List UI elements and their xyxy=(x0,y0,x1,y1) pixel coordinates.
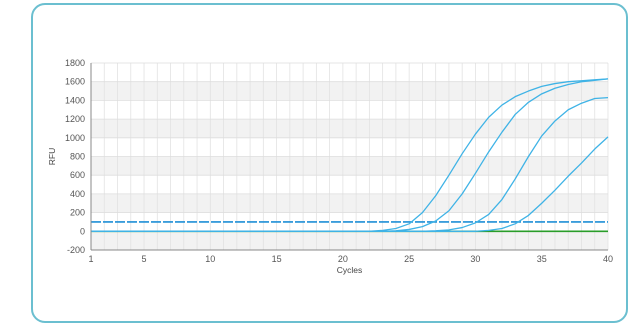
x-tick-label: 40 xyxy=(603,254,613,264)
y-tick-label: 600 xyxy=(70,170,85,180)
series-layer xyxy=(91,78,609,233)
y-tick-label: 1400 xyxy=(65,95,85,105)
y-tick-label: 1000 xyxy=(65,133,85,143)
x-tick-label: 10 xyxy=(205,254,215,264)
grid-band xyxy=(91,81,608,101)
series-line-4 xyxy=(91,136,609,232)
y-tick-label: 0 xyxy=(80,226,85,236)
y-tick-label: 200 xyxy=(70,208,85,218)
grid-band xyxy=(91,175,608,194)
x-tick-label: 1 xyxy=(88,254,93,264)
x-tick-label: 5 xyxy=(142,254,147,264)
background-bands xyxy=(91,63,608,250)
x-tick-label: 25 xyxy=(404,254,414,264)
x-tick-label: 30 xyxy=(470,254,480,264)
x-axis-label: Cycles xyxy=(337,265,363,275)
grid-band xyxy=(91,119,608,138)
y-axis-label: RFU xyxy=(47,148,57,165)
x-tick-label: 15 xyxy=(272,254,282,264)
y-tick-label: -200 xyxy=(67,245,85,255)
y-tick-label: 400 xyxy=(70,189,85,199)
grid-band xyxy=(91,231,608,250)
grid-lines xyxy=(90,62,609,251)
x-tick-label: 35 xyxy=(537,254,547,264)
grid-band xyxy=(91,137,608,157)
grid-band xyxy=(91,193,608,213)
x-tick-label: 20 xyxy=(338,254,348,264)
y-tick-label: 800 xyxy=(70,152,85,162)
grid-band xyxy=(91,63,608,82)
axes xyxy=(90,63,608,251)
grid-band xyxy=(91,100,608,120)
y-tick-label: 1600 xyxy=(65,77,85,87)
y-tick-label: 1200 xyxy=(65,114,85,124)
grid-band xyxy=(91,156,608,176)
y-tick-label: 1800 xyxy=(65,58,85,68)
